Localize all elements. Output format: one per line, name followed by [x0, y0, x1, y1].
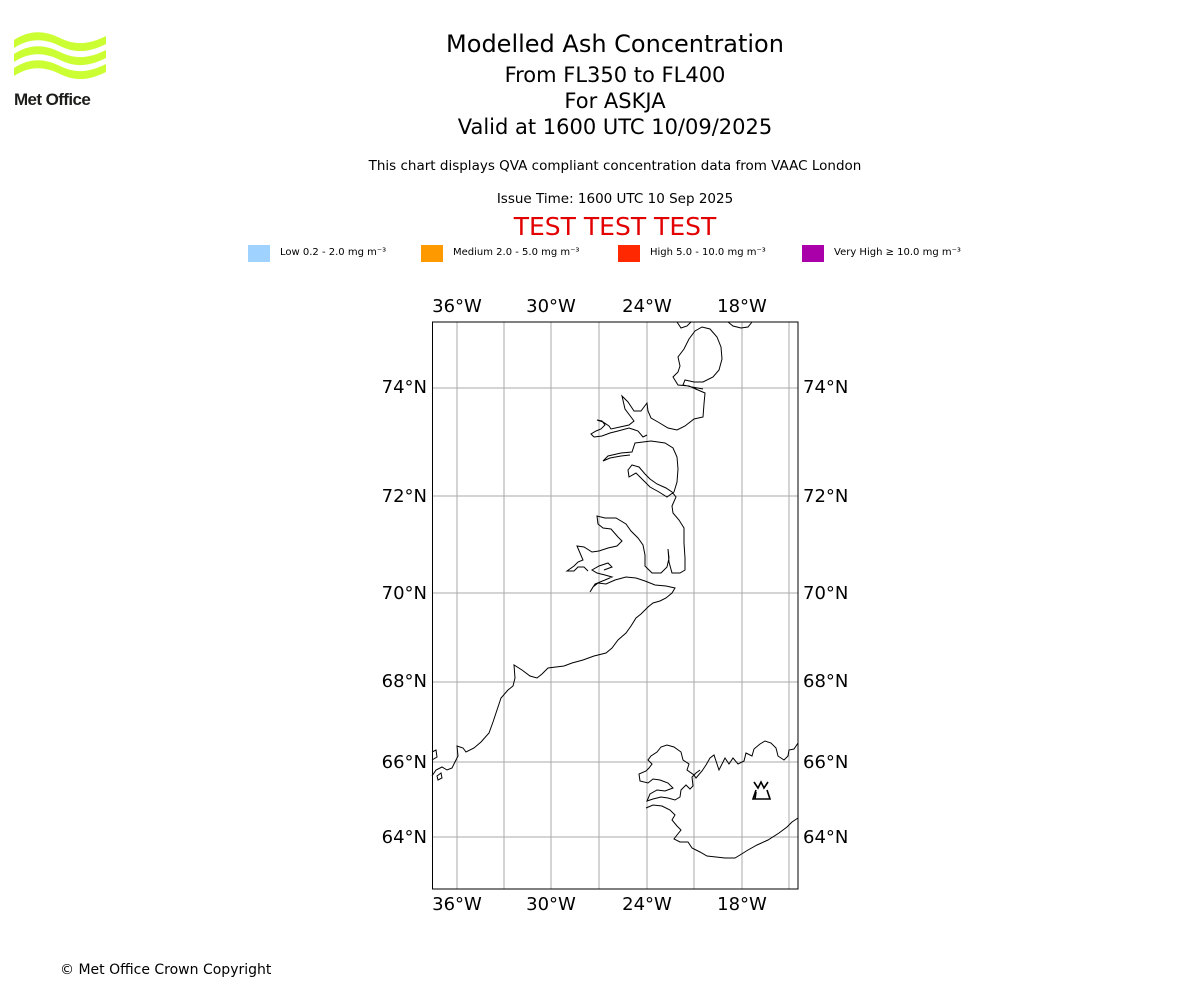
- valid-time: Valid at 1600 UTC 10/09/2025: [457, 115, 773, 139]
- legend-swatch-high: [618, 245, 640, 262]
- flight-level: From FL350 to FL400: [504, 63, 726, 87]
- volcano-icon: [751, 780, 772, 800]
- met-office-waves-icon: [14, 32, 106, 80]
- legend-label-high: High 5.0 - 10.0 mg m⁻³: [650, 247, 766, 258]
- chart-title: Modelled Ash Concentration: [446, 30, 784, 58]
- issue-time: Issue Time: 1600 UTC 10 Sep 2025: [496, 191, 734, 207]
- legend-label-low: Low 0.2 - 2.0 mg m⁻³: [280, 247, 387, 258]
- lat-label-right-70n: 70°N: [803, 583, 848, 604]
- volcano-name: For ASKJA: [564, 89, 666, 113]
- lat-label-right-74n: 74°N: [803, 377, 848, 398]
- lat-label-right-72n: 72°N: [803, 486, 848, 507]
- legend-label-medium: Medium 2.0 - 5.0 mg m⁻³: [453, 247, 580, 258]
- lat-label-right-66n: 66°N: [803, 752, 848, 773]
- lon-label-top-24w: 24°W: [622, 296, 672, 317]
- logo-text: Met Office: [14, 90, 91, 109]
- coastlines: [431, 321, 799, 859]
- map-frame: [432, 321, 799, 890]
- legend-label-very-high: Very High ≥ 10.0 mg m⁻³: [834, 247, 961, 258]
- lat-label-left-64n: 64°N: [382, 827, 427, 848]
- lon-label-bottom-18w: 18°W: [717, 894, 767, 915]
- lon-label-bottom-24w: 24°W: [622, 894, 672, 915]
- lat-label-left-74n: 74°N: [382, 377, 427, 398]
- legend-swatch-medium: [421, 245, 443, 262]
- test-banner: TEST TEST TEST: [513, 212, 717, 241]
- lat-label-left-68n: 68°N: [382, 671, 427, 692]
- legend-swatch-very-high: [802, 245, 824, 262]
- lon-label-top-18w: 18°W: [717, 296, 767, 317]
- lat-label-right-68n: 68°N: [803, 671, 848, 692]
- chart-description: This chart displays QVA compliant concen…: [368, 158, 862, 174]
- iceland-coastline: [638, 740, 799, 859]
- legend-swatch-low: [248, 245, 270, 262]
- graticule: [432, 322, 798, 889]
- jan-mayen-islet: [436, 772, 443, 781]
- greenland-coastline: [431, 321, 753, 777]
- lon-label-bottom-30w: 30°W: [526, 894, 576, 915]
- met-office-logo: Met Office: [14, 30, 110, 112]
- lon-label-bottom-36w: 36°W: [432, 894, 482, 915]
- lon-label-top-30w: 30°W: [526, 296, 576, 317]
- lon-label-top-36w: 36°W: [432, 296, 482, 317]
- lat-label-left-70n: 70°N: [382, 583, 427, 604]
- lat-label-right-64n: 64°N: [803, 827, 848, 848]
- lat-label-left-66n: 66°N: [382, 752, 427, 773]
- lat-label-left-72n: 72°N: [382, 486, 427, 507]
- copyright-notice: © Met Office Crown Copyright: [60, 962, 272, 978]
